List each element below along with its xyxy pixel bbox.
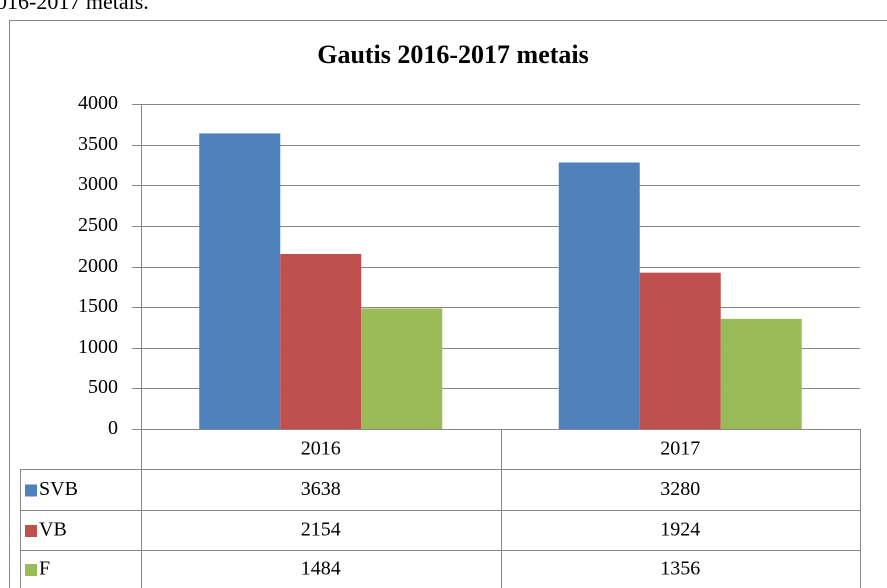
y-tick-label: 0 (108, 417, 118, 439)
legend-label: VB (39, 519, 67, 541)
legend-swatch (25, 484, 37, 497)
bar (361, 308, 443, 429)
chart-title: Gautis 2016-2017 metais (317, 40, 589, 69)
y-tick-label: 3000 (78, 173, 118, 195)
bar (558, 162, 640, 429)
y-tick-label: 3500 (78, 133, 118, 155)
legend-swatch (25, 564, 37, 576)
y-tick-label: 500 (88, 376, 118, 398)
y-tick-label: 1000 (78, 336, 118, 358)
y-tick-label: 2000 (78, 255, 118, 277)
legend-label: F (39, 558, 50, 580)
bar (199, 133, 281, 429)
table-value: 1356 (660, 558, 700, 580)
y-tick-label: 4000 (78, 92, 118, 114)
table-value: 1484 (301, 558, 341, 580)
caption: 016-2017 metais. (0, 0, 149, 14)
table-value: 3638 (301, 478, 341, 500)
bar (639, 272, 721, 429)
y-tick-label: 2500 (78, 214, 118, 236)
table-value: 1924 (660, 519, 700, 541)
y-tick-label: 1500 (78, 295, 118, 317)
x-tick-label: 2017 (660, 438, 700, 460)
table-value: 3280 (660, 478, 700, 500)
legend-swatch (25, 525, 37, 537)
legend-label: SVB (39, 478, 78, 500)
bar (720, 318, 802, 429)
bar (280, 253, 362, 429)
table-value: 2154 (301, 519, 341, 541)
chart-border (9, 20, 887, 588)
x-tick-label: 2016 (301, 438, 341, 460)
